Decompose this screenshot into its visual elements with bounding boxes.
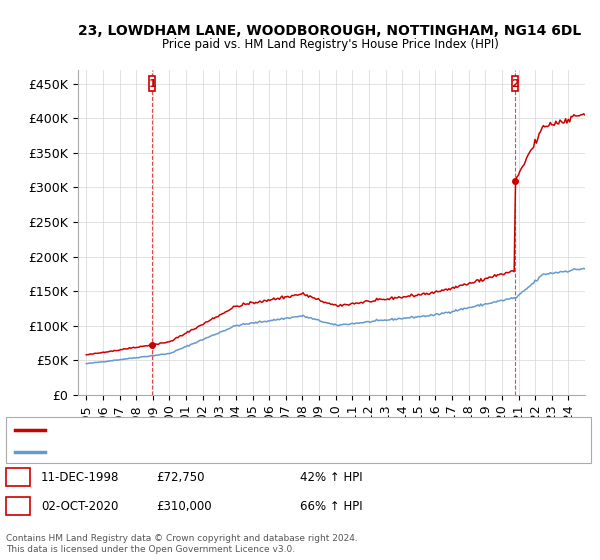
Text: HPI: Average price, semi-detached house, Gedling: HPI: Average price, semi-detached house,… bbox=[49, 447, 300, 457]
Text: 02-OCT-2020: 02-OCT-2020 bbox=[41, 500, 118, 513]
Text: 1: 1 bbox=[14, 472, 22, 482]
Text: This data is licensed under the Open Government Licence v3.0.: This data is licensed under the Open Gov… bbox=[6, 545, 295, 554]
Text: Price paid vs. HM Land Registry's House Price Index (HPI): Price paid vs. HM Land Registry's House … bbox=[161, 38, 499, 50]
Text: 1: 1 bbox=[148, 79, 156, 89]
Text: 23, LOWDHAM LANE, WOODBOROUGH, NOTTINGHAM, NG14 6DL (semi-detached house): 23, LOWDHAM LANE, WOODBOROUGH, NOTTINGHA… bbox=[49, 424, 492, 435]
Text: 2: 2 bbox=[511, 79, 519, 89]
FancyBboxPatch shape bbox=[149, 76, 155, 91]
Text: 11-DEC-1998: 11-DEC-1998 bbox=[41, 470, 119, 484]
Text: 66% ↑ HPI: 66% ↑ HPI bbox=[300, 500, 362, 513]
Text: £310,000: £310,000 bbox=[156, 500, 212, 513]
Text: 23, LOWDHAM LANE, WOODBOROUGH, NOTTINGHAM, NG14 6DL: 23, LOWDHAM LANE, WOODBOROUGH, NOTTINGHA… bbox=[79, 24, 581, 38]
Text: Contains HM Land Registry data © Crown copyright and database right 2024.: Contains HM Land Registry data © Crown c… bbox=[6, 534, 358, 543]
FancyBboxPatch shape bbox=[512, 76, 518, 91]
Text: 2: 2 bbox=[14, 501, 22, 511]
Text: 42% ↑ HPI: 42% ↑ HPI bbox=[300, 470, 362, 484]
Text: £72,750: £72,750 bbox=[156, 470, 205, 484]
